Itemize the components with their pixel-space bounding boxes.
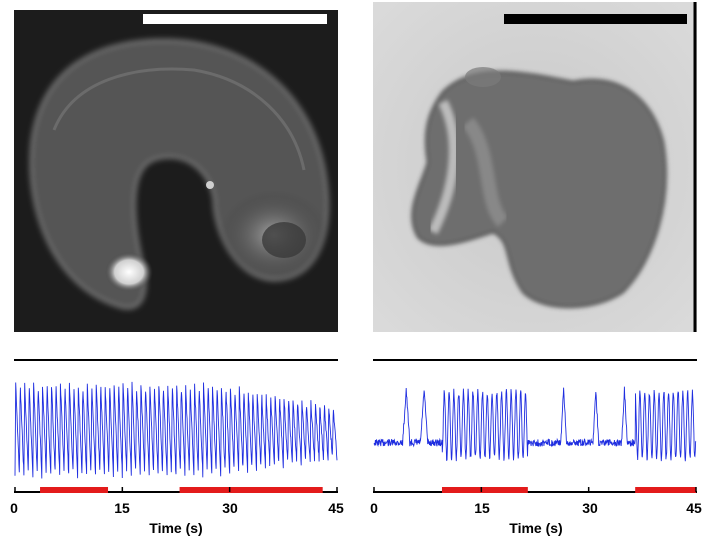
x-tick-label: 0	[370, 500, 378, 516]
scale-bar	[143, 14, 327, 24]
signal-trace	[14, 381, 338, 479]
scale-bar	[504, 14, 687, 24]
stimulus-bar	[441, 487, 528, 493]
trace-plot-left	[14, 356, 338, 498]
x-tick-label: 15	[114, 500, 130, 516]
x-tick-label: 30	[582, 500, 598, 516]
trace-plot-left-svg	[14, 359, 338, 493]
stimulus-bar	[40, 487, 109, 493]
trace-plot-right-svg	[373, 359, 697, 493]
x-tick-label: 45	[328, 500, 344, 516]
signal-trace	[373, 386, 697, 462]
brightfield-image-svg	[373, 2, 697, 332]
x-axis-title: Time (s)	[509, 520, 563, 536]
x-tick-label: 15	[474, 500, 490, 516]
brightfield-image	[373, 2, 697, 332]
x-axis-title: Time (s)	[149, 520, 203, 536]
stimulus-bar	[179, 487, 323, 493]
trace-plot-right	[373, 356, 697, 498]
fluorescence-image-svg	[14, 10, 338, 332]
x-tick-label: 45	[686, 500, 702, 516]
x-tick-label: 30	[222, 500, 238, 516]
bright-spot	[105, 252, 153, 292]
x-tick-label: 0	[10, 500, 18, 516]
fluorescence-image	[14, 10, 338, 332]
stimulus-bar	[635, 487, 696, 493]
